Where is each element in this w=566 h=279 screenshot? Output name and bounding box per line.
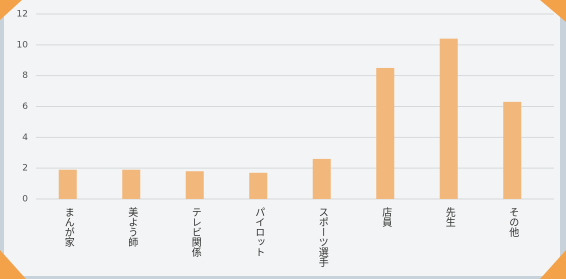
bar (186, 171, 204, 199)
y-tick-label: 12 (17, 10, 28, 20)
x-tick-label: 美よう師 (126, 206, 138, 248)
bar (122, 170, 140, 199)
chart: 0 2 4 6 8 10 12 まんが家 美よう師 テレビ関係 パイロット スポーツ選手 店員 先生 その他 (0, 0, 566, 279)
x-tick-label: 先生 (443, 207, 455, 227)
bar (249, 173, 267, 199)
y-tick-label: 6 (22, 102, 28, 112)
bar (59, 170, 77, 199)
x-tick-label: スポーツ選手 (316, 207, 328, 268)
bar (313, 159, 331, 199)
x-tick-label: テレビ関係 (189, 207, 201, 258)
y-tick-label: 0 (22, 195, 28, 205)
y-tick-label: 2 (22, 164, 28, 174)
paper (4, 0, 560, 276)
y-tick-label: 8 (22, 71, 28, 81)
bar (503, 102, 521, 199)
x-tick-label: その他 (507, 207, 519, 238)
x-tick-label: 店員 (380, 206, 392, 228)
x-tick-label: パイロット (253, 207, 265, 257)
bar (376, 68, 394, 199)
y-tick-label: 4 (22, 133, 28, 143)
bar (440, 39, 458, 199)
y-tick-label: 10 (17, 40, 29, 50)
x-tick-label: まんが家 (62, 207, 74, 247)
